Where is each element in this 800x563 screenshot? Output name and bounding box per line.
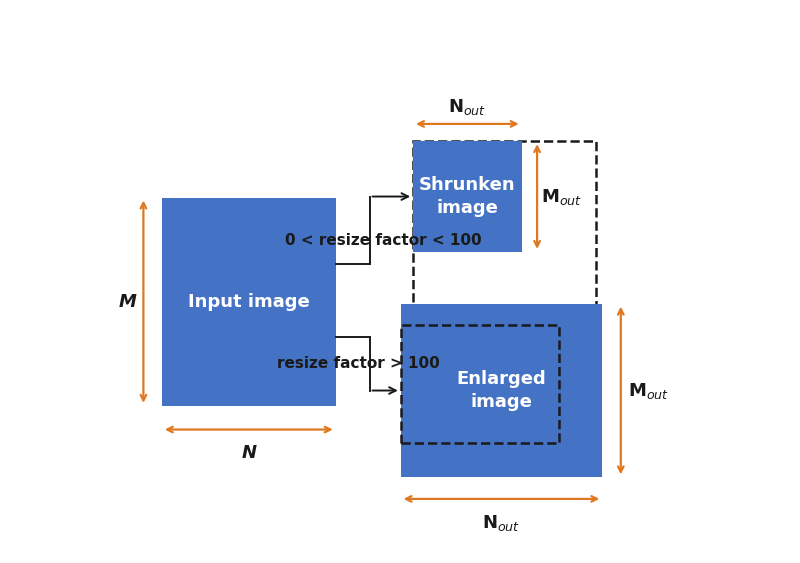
Bar: [162, 198, 336, 406]
Bar: [401, 304, 602, 477]
Bar: [401, 325, 558, 443]
Bar: [413, 141, 522, 252]
Text: Enlarged
image: Enlarged image: [457, 370, 546, 412]
Text: N: N: [242, 444, 256, 462]
Text: M$_{out}$: M$_{out}$: [542, 186, 582, 207]
Bar: [413, 141, 596, 351]
Text: Input image: Input image: [188, 293, 310, 311]
Text: resize factor > 100: resize factor > 100: [278, 356, 440, 370]
Text: N$_{out}$: N$_{out}$: [448, 97, 486, 117]
Text: Shrunken
image: Shrunken image: [419, 176, 516, 217]
Text: N$_{out}$: N$_{out}$: [482, 513, 521, 533]
Text: 0 < resize factor < 100: 0 < resize factor < 100: [286, 233, 482, 248]
Text: M$_{out}$: M$_{out}$: [628, 381, 670, 400]
Text: M: M: [119, 293, 137, 311]
